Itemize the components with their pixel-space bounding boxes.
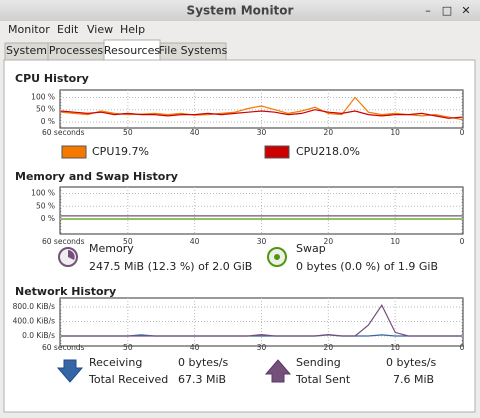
legend-rate: 0 bytes/s — [178, 356, 229, 369]
x-tick-label: 0 — [460, 128, 465, 137]
y-tick-label: 400.0 KiB/s — [13, 317, 56, 326]
x-tick-label: 40 — [190, 237, 200, 246]
x-tick-label: 40 — [190, 343, 200, 352]
y-tick-label: 100 % — [31, 189, 55, 198]
legend-total: 7.6 MiB — [393, 373, 434, 386]
x-tick-label: 20 — [324, 343, 334, 352]
x-tick-label: 30 — [257, 237, 267, 246]
tab-label[interactable]: File Systems — [159, 44, 228, 57]
legend-label: Swap — [296, 242, 326, 255]
legend-swatch — [61, 145, 87, 159]
legend-label: Receiving — [89, 356, 142, 369]
x-tick-label: 0 — [460, 237, 465, 246]
x-tick-label: 0 — [460, 343, 465, 352]
series-line — [61, 304, 462, 337]
legend-detail: 0 bytes (0.0 %) of 1.9 GiB — [296, 260, 438, 273]
x-tick-label: 60 seconds — [42, 128, 85, 137]
menu-item[interactable]: Monitor — [8, 23, 50, 36]
legend-total-label: Total Received — [88, 373, 168, 386]
series-line — [60, 96, 463, 121]
legend-value: 9.7% — [121, 145, 149, 158]
menu-bar: Monitor Edit View Help — [8, 23, 145, 36]
y-tick-label: 50 % — [36, 105, 55, 114]
x-tick-label: 30 — [257, 343, 267, 352]
y-tick-label: 0.0 KiB/s — [22, 331, 55, 340]
close[interactable]: ✕ — [461, 4, 470, 17]
y-tick-label: 0 % — [41, 214, 55, 223]
x-tick-label: 10 — [390, 128, 400, 137]
receive-icon — [56, 359, 84, 383]
menu-item[interactable]: Help — [120, 23, 145, 36]
x-tick-label: 20 — [324, 128, 334, 137]
menu-item[interactable]: View — [87, 23, 113, 36]
legend-value: 18.0% — [325, 145, 360, 158]
y-tick-label: 800.0 KiB/s — [13, 302, 56, 311]
x-tick-label: 50 — [123, 237, 133, 246]
x-tick-label: 10 — [390, 237, 400, 246]
x-tick-label: 40 — [190, 128, 200, 137]
x-tick-label: 30 — [257, 128, 267, 137]
legend-label: Sending — [296, 356, 341, 369]
legend-detail: 247.5 MiB (12.3 %) of 2.0 GiB — [89, 260, 252, 273]
section-title: Memory and Swap History — [15, 170, 178, 183]
section-title: CPU History — [15, 72, 89, 85]
section-title: Network History — [15, 285, 116, 298]
x-tick-label: 60 seconds — [42, 343, 85, 352]
tab-label[interactable]: Processes — [49, 44, 103, 57]
x-tick-label: 10 — [390, 343, 400, 352]
y-tick-label: 0 % — [41, 117, 55, 126]
maximize[interactable]: □ — [442, 4, 452, 17]
x-tick-label: 20 — [324, 237, 334, 246]
tab-label[interactable]: Resources — [104, 44, 160, 57]
swap-icon-dot — [274, 254, 280, 260]
legend-total: 67.3 MiB — [178, 373, 226, 386]
tab-label[interactable]: System — [6, 44, 47, 57]
x-tick-label: 50 — [123, 343, 133, 352]
legend-total-label: Total Sent — [295, 373, 351, 386]
memory-icon-slice — [68, 250, 75, 260]
y-tick-label: 100 % — [31, 92, 55, 101]
window-buttons[interactable]: – □ ✕ — [425, 4, 470, 17]
menu-item[interactable]: Edit — [57, 23, 79, 36]
window-title: System Monitor — [187, 4, 294, 18]
legend-swatch — [264, 145, 290, 159]
send-icon — [264, 359, 292, 383]
legend-label: CPU1 — [92, 145, 121, 158]
legend-label: Memory — [89, 242, 134, 255]
x-tick-label: 50 — [123, 128, 133, 137]
y-tick-label: 50 % — [36, 201, 55, 210]
x-tick-label: 60 seconds — [42, 237, 85, 246]
legend-rate: 0 bytes/s — [386, 356, 437, 369]
legend-label: CPU2 — [296, 145, 325, 158]
series-line — [60, 109, 463, 119]
title-bar — [0, 0, 480, 21]
minimize[interactable]: – — [425, 4, 431, 17]
